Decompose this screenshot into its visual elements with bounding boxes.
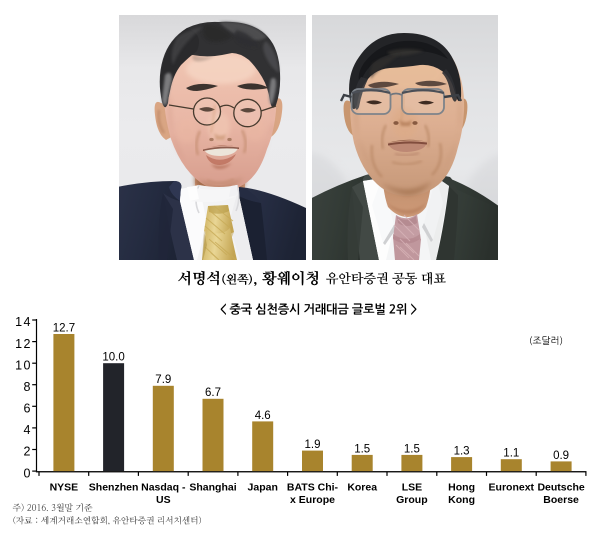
- svg-text:4.6: 4.6: [255, 410, 271, 422]
- svg-text:Euronext: Euronext: [489, 482, 535, 494]
- svg-text:4: 4: [24, 423, 32, 437]
- svg-text:Nasdaq -: Nasdaq -: [141, 482, 186, 494]
- svg-text:Shenzhen: Shenzhen: [89, 482, 139, 494]
- svg-text:NYSE: NYSE: [50, 482, 79, 494]
- svg-text:10.0: 10.0: [102, 352, 124, 364]
- svg-text:7.9: 7.9: [155, 374, 171, 386]
- svg-text:12: 12: [15, 337, 32, 351]
- svg-text:Korea: Korea: [347, 482, 377, 494]
- svg-text:LSE: LSE: [402, 482, 422, 494]
- svg-text:14: 14: [15, 315, 32, 329]
- svg-text:1.5: 1.5: [404, 443, 420, 455]
- svg-text:Boerse: Boerse: [543, 494, 579, 506]
- svg-text:1.9: 1.9: [305, 439, 321, 451]
- svg-text:6.7: 6.7: [205, 387, 221, 399]
- svg-text:Deutsche: Deutsche: [537, 482, 584, 494]
- svg-text:BATS Chi-: BATS Chi-: [287, 482, 339, 494]
- svg-text:1.1: 1.1: [503, 448, 519, 460]
- svg-text:Shanghai: Shanghai: [189, 482, 236, 494]
- svg-text:10: 10: [15, 358, 32, 372]
- svg-text:2: 2: [24, 445, 32, 459]
- svg-text:12.7: 12.7: [53, 322, 75, 334]
- svg-text:6: 6: [24, 402, 32, 416]
- svg-text:0.9: 0.9: [553, 450, 569, 462]
- svg-text:US: US: [156, 494, 171, 506]
- svg-text:x Europe: x Europe: [290, 494, 335, 506]
- svg-text:1.3: 1.3: [454, 446, 470, 458]
- svg-text:Kong: Kong: [448, 494, 475, 506]
- svg-text:0: 0: [24, 466, 32, 480]
- svg-text:8: 8: [24, 380, 32, 394]
- svg-text:1.5: 1.5: [354, 443, 370, 455]
- svg-text:Japan: Japan: [248, 482, 278, 494]
- svg-text:Group: Group: [396, 494, 428, 506]
- svg-text:Hong: Hong: [448, 482, 475, 494]
